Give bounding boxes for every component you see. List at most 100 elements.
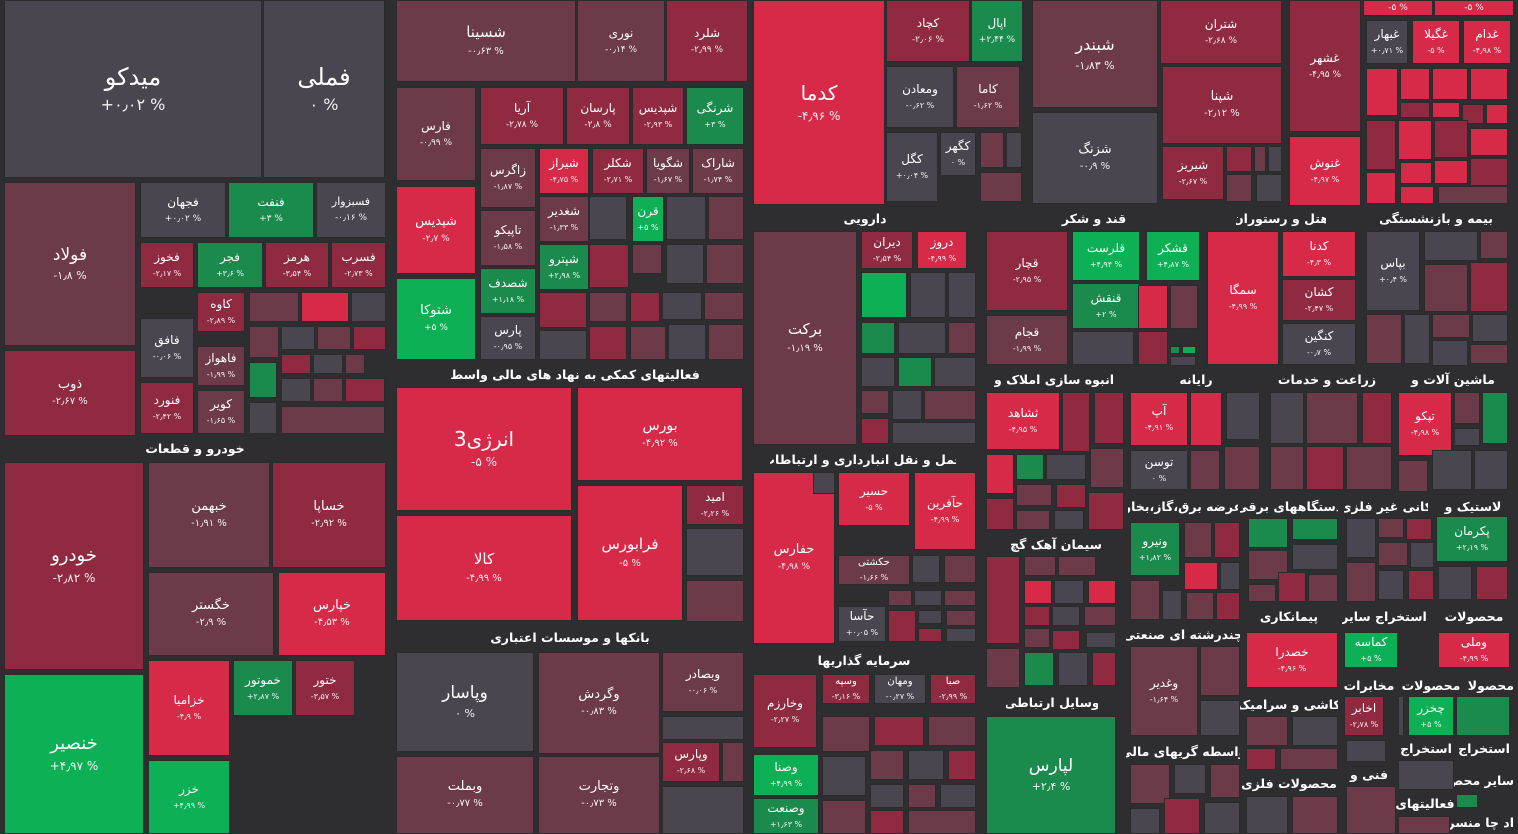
tile-unlabeled[interactable] bbox=[1308, 574, 1338, 602]
tile-unlabeled[interactable] bbox=[1456, 696, 1510, 736]
tile-unlabeled[interactable] bbox=[870, 810, 904, 834]
tile-unlabeled[interactable] bbox=[1248, 518, 1288, 548]
tile-stock[interactable]: ثشاهد -۴٫۹۵ % bbox=[986, 392, 1060, 450]
tile-stock[interactable]: خزر +۴٫۹۹ % bbox=[148, 760, 230, 834]
tile-unlabeled[interactable] bbox=[948, 272, 976, 318]
tile-stock[interactable]: وملی -۴٫۹۹ % bbox=[1438, 632, 1510, 668]
tile-shapdis-large[interactable]: شپدیس -۲٫۷ % bbox=[396, 186, 476, 274]
tile-unlabeled[interactable] bbox=[589, 244, 629, 288]
tile-khnasir[interactable]: خنصیر +۴٫۹۷ % bbox=[4, 674, 144, 834]
tile-unlabeled[interactable] bbox=[1216, 592, 1240, 620]
tile-stock[interactable]: ونیرو +۱٫۸۲ % bbox=[1130, 522, 1180, 576]
tile-unlabeled[interactable] bbox=[1088, 492, 1124, 530]
tile-parsan[interactable]: پارسان -۲٫۸ % bbox=[566, 87, 630, 145]
tile-aria[interactable]: آریا -۲٫۷۸ % bbox=[480, 87, 564, 145]
tile-apal[interactable]: اپال +۲٫۴۴ % bbox=[971, 0, 1023, 62]
tile-unlabeled[interactable] bbox=[1024, 652, 1054, 686]
tile-unlabeled[interactable] bbox=[662, 786, 744, 834]
tile-unlabeled[interactable] bbox=[1438, 566, 1472, 600]
tile-unlabeled[interactable] bbox=[1398, 696, 1404, 736]
tile-stock[interactable]: امید -۲٫۲۶ % bbox=[686, 485, 744, 525]
tile-unlabeled[interactable] bbox=[1170, 285, 1198, 329]
tile-unlabeled[interactable] bbox=[888, 610, 916, 642]
tile-unlabeled[interactable] bbox=[1170, 356, 1196, 366]
tile-unlabeled[interactable] bbox=[1366, 120, 1396, 170]
tile-unlabeled[interactable] bbox=[1378, 542, 1408, 566]
tile-unlabeled[interactable] bbox=[986, 648, 1020, 688]
tile-unlabeled[interactable] bbox=[1366, 314, 1402, 364]
tile-unlabeled[interactable] bbox=[1472, 314, 1508, 342]
tile-unlabeled[interactable] bbox=[686, 528, 744, 576]
tile-stock[interactable]: دروز -۴٫۹۹ % bbox=[917, 231, 967, 269]
tile-fasabzevar[interactable]: فسبزوار -۰٫۱۶ % bbox=[316, 182, 386, 238]
tile-stock[interactable]: فنورد -۲٫۴۲ % bbox=[140, 382, 194, 434]
tile-stock[interactable]: ذوب -۲٫۶۷ % bbox=[4, 350, 136, 436]
tile-fameli[interactable]: فملی ۰ % bbox=[263, 0, 385, 178]
tile-vepasar[interactable]: وپاسار ۰ % bbox=[396, 652, 534, 752]
tile-stock[interactable]: تپکو -۴٫۹۸ % bbox=[1398, 392, 1452, 456]
tile-stock[interactable]: خصدرا -۴٫۹۶ % bbox=[1246, 632, 1338, 688]
tile-unlabeled[interactable] bbox=[1024, 606, 1050, 626]
tile-unlabeled[interactable] bbox=[1184, 562, 1218, 590]
tile-stock[interactable]: خموتور +۲٫۸۷ % bbox=[233, 660, 293, 716]
tile-unlabeled[interactable] bbox=[898, 322, 946, 354]
tile-stock[interactable]: وپارس -۲٫۶۸ % bbox=[662, 742, 720, 782]
tile-unlabeled[interactable] bbox=[870, 750, 904, 780]
tile-unlabeled[interactable] bbox=[1220, 562, 1240, 590]
tile-unlabeled[interactable] bbox=[1378, 518, 1404, 538]
tile-unlabeled[interactable] bbox=[1346, 786, 1396, 834]
tile-fanaft[interactable]: فنفت +۳ % bbox=[228, 182, 314, 238]
tile-unlabeled[interactable] bbox=[1400, 68, 1430, 100]
tile-stock[interactable]: فخوز -۲٫۱۷ % bbox=[140, 242, 194, 288]
tile-unlabeled[interactable] bbox=[1306, 446, 1344, 490]
tile-unlabeled[interactable] bbox=[1378, 570, 1404, 600]
tile-unlabeled[interactable] bbox=[918, 610, 942, 624]
tile-unlabeled[interactable] bbox=[1088, 580, 1116, 604]
tile-unlabeled[interactable] bbox=[662, 716, 744, 740]
tile-unlabeled[interactable] bbox=[1400, 102, 1430, 118]
tile-unlabeled[interactable] bbox=[1280, 748, 1338, 770]
tile-unlabeled[interactable] bbox=[539, 330, 587, 360]
tile-unlabeled[interactable] bbox=[1292, 518, 1338, 540]
tile-stock[interactable]: شپدیس -۲٫۹۳ % bbox=[632, 87, 684, 145]
tile-stock[interactable]: سمگا -۴٫۹۹ % bbox=[1207, 231, 1279, 365]
tile-unlabeled[interactable] bbox=[1058, 652, 1088, 686]
tile-unlabeled[interactable] bbox=[1214, 522, 1240, 558]
tile-unlabeled[interactable] bbox=[1130, 764, 1170, 804]
tile-stock[interactable]: قنقش +۲ % bbox=[1072, 283, 1140, 329]
tile-unlabeled[interactable] bbox=[1424, 231, 1478, 261]
tile-stock[interactable]: کگل +۰٫۰۴ % bbox=[886, 132, 938, 202]
tile-ghshahr[interactable]: غشهر -۴٫۹۵ % bbox=[1289, 0, 1361, 132]
tile-unlabeled[interactable] bbox=[668, 324, 706, 360]
tile-unlabeled[interactable] bbox=[722, 742, 744, 782]
tile-stock[interactable]: فجر +۳٫۶ % bbox=[197, 242, 263, 288]
tile-unlabeled[interactable] bbox=[313, 378, 343, 402]
tile-unlabeled[interactable] bbox=[1130, 580, 1160, 620]
tile-unlabeled[interactable] bbox=[1292, 544, 1338, 570]
tile-stock[interactable]: شیریز -۲٫۶۷ % bbox=[1162, 146, 1224, 200]
tile-unlabeled[interactable] bbox=[708, 324, 744, 360]
tile-stock[interactable]: غدام -۴٫۹۸ % bbox=[1463, 20, 1511, 64]
tile-unlabeled[interactable] bbox=[1054, 510, 1084, 530]
tile-unlabeled[interactable] bbox=[281, 378, 311, 402]
tile-stock[interactable]: ختور -۳٫۵۷ % bbox=[295, 660, 355, 716]
tile-unlabeled[interactable] bbox=[888, 590, 912, 606]
tile-unlabeled[interactable] bbox=[1462, 104, 1484, 124]
tile-stock[interactable]: هرمز -۳٫۵۴ % bbox=[265, 242, 329, 288]
tile-unlabeled[interactable] bbox=[589, 292, 627, 322]
tile-unlabeled[interactable] bbox=[630, 326, 666, 360]
tile-unlabeled[interactable] bbox=[1404, 314, 1430, 364]
tile-unlabeled[interactable] bbox=[1482, 392, 1508, 444]
tile-unlabeled[interactable] bbox=[813, 472, 835, 494]
tile-stock[interactable]: کدنا -۴٫۳ % bbox=[1282, 231, 1356, 277]
tile-unlabeled[interactable] bbox=[1434, 120, 1468, 158]
tile-unlabeled[interactable] bbox=[1432, 340, 1468, 366]
tile-stock[interactable]: فاهواز -۱٫۹۹ % bbox=[197, 346, 245, 386]
tile-unlabeled[interactable] bbox=[986, 454, 1014, 494]
tile-unlabeled[interactable] bbox=[1470, 344, 1508, 364]
tile-unlabeled[interactable] bbox=[1254, 146, 1266, 172]
tile-unlabeled[interactable] bbox=[1174, 764, 1206, 794]
tile-unlabeled[interactable] bbox=[914, 590, 942, 606]
tile-unlabeled[interactable] bbox=[1184, 522, 1212, 558]
tile-unlabeled[interactable] bbox=[910, 272, 946, 318]
